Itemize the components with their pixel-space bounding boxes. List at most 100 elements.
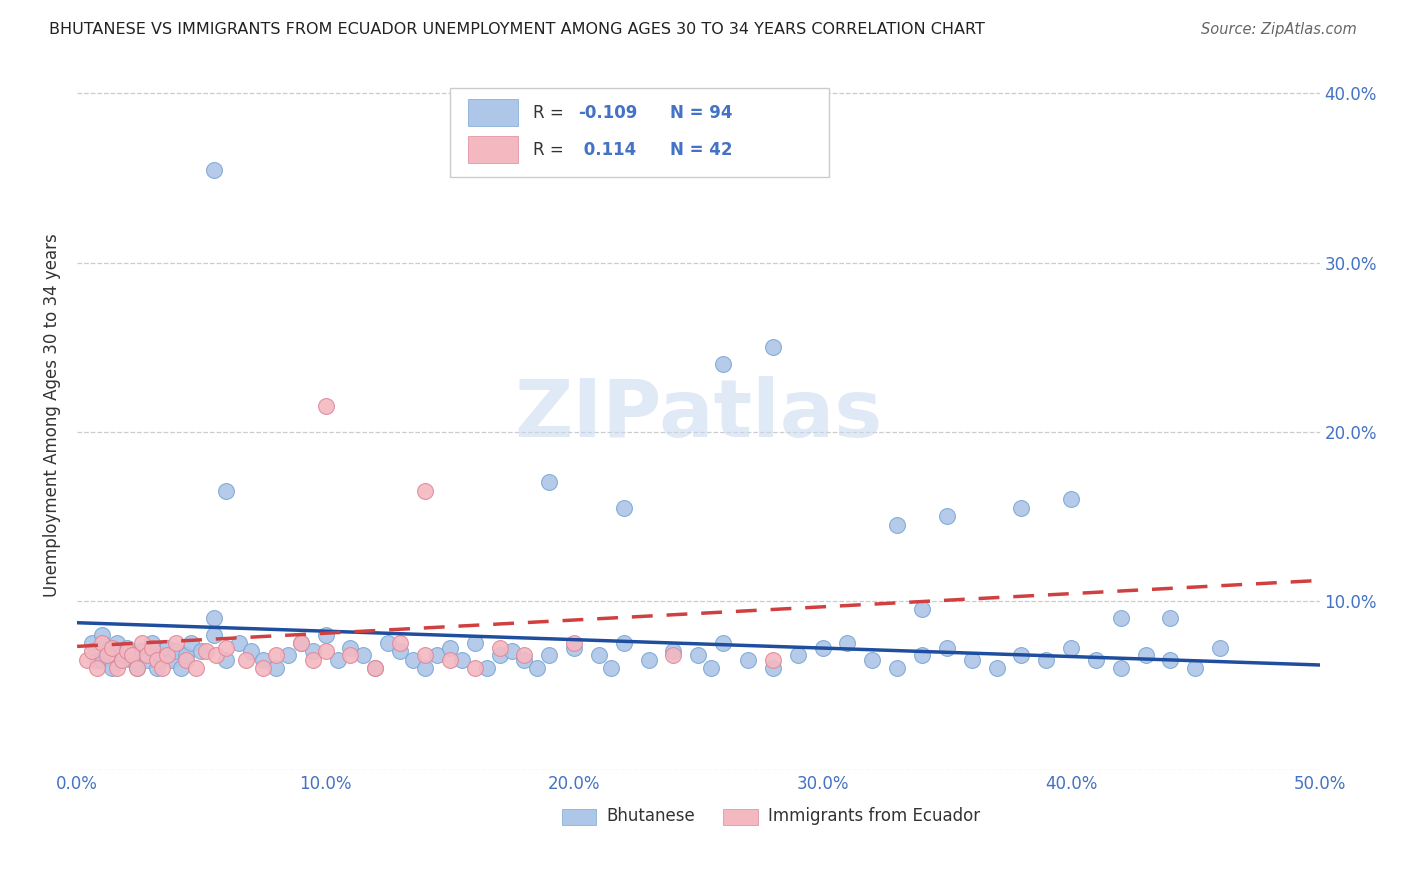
Point [315,627,337,641]
Point [413,483,436,498]
Point [401,653,423,667]
Point [264,648,287,662]
Point [315,644,337,658]
Point [96,644,118,658]
Point [86,653,108,667]
FancyBboxPatch shape [468,136,519,163]
Text: Source: ZipAtlas.com: Source: ZipAtlas.com [1201,22,1357,37]
Point [737,653,759,667]
Point [501,644,523,658]
Point [150,661,173,675]
Point [538,475,561,490]
Point [700,661,723,675]
Point [911,648,934,662]
FancyBboxPatch shape [723,809,758,824]
Point [475,661,498,675]
Point [91,627,114,641]
Point [811,641,834,656]
Point [302,644,325,658]
Point [1035,653,1057,667]
Point [155,641,177,656]
Text: ZIPatlas: ZIPatlas [515,376,883,454]
Point [860,653,883,667]
Point [125,661,148,675]
Point [1084,653,1107,667]
Point [389,636,412,650]
Point [588,648,610,662]
Point [488,641,510,656]
Point [364,661,387,675]
Point [115,644,138,658]
Point [125,661,148,675]
Point [121,653,143,667]
Point [277,648,299,662]
Point [290,636,312,650]
Point [613,500,636,515]
Point [202,162,225,177]
Point [600,661,623,675]
Point [326,653,349,667]
Point [91,653,114,667]
Point [786,648,808,662]
Point [513,653,536,667]
Point [364,661,387,675]
Point [1209,641,1232,656]
Point [240,644,263,658]
Point [464,636,486,650]
Text: 0.114: 0.114 [578,141,636,159]
Point [426,648,449,662]
Point [160,653,183,667]
Point [264,661,287,675]
Text: Immigrants from Ecuador: Immigrants from Ecuador [768,807,980,825]
Text: R =: R = [533,103,569,122]
Point [711,357,734,371]
Point [131,636,153,650]
Point [711,636,734,650]
Point [662,648,685,662]
Point [215,641,238,656]
Point [339,641,361,656]
Point [121,648,143,662]
Point [105,636,128,650]
Point [141,641,163,656]
Point [413,661,436,675]
Point [439,641,461,656]
Point [637,653,659,667]
Point [202,627,225,641]
Point [960,653,983,667]
Point [613,636,636,650]
Point [1010,648,1032,662]
Point [886,661,908,675]
Point [1135,648,1157,662]
Point [111,648,134,662]
Text: BHUTANESE VS IMMIGRANTS FROM ECUADOR UNEMPLOYMENT AMONG AGES 30 TO 34 YEARS CORR: BHUTANESE VS IMMIGRANTS FROM ECUADOR UNE… [49,22,986,37]
Point [180,636,202,650]
Point [315,399,337,413]
Point [145,661,167,675]
Point [290,636,312,650]
Point [762,653,785,667]
Point [762,340,785,354]
Point [135,653,157,667]
Point [166,636,188,650]
Point [228,636,250,650]
Point [96,648,118,662]
Point [76,653,98,667]
Point [886,517,908,532]
Point [202,610,225,624]
FancyBboxPatch shape [561,809,596,824]
Point [1109,661,1132,675]
Point [464,661,486,675]
Point [389,644,412,658]
Point [170,661,193,675]
Point [215,483,238,498]
Point [205,648,228,662]
Point [155,648,177,662]
Point [935,509,957,524]
Point [352,648,374,662]
Point [105,661,128,675]
Point [1159,653,1181,667]
Point [1060,492,1083,507]
Point [762,661,785,675]
Text: Bhutanese: Bhutanese [606,807,695,825]
